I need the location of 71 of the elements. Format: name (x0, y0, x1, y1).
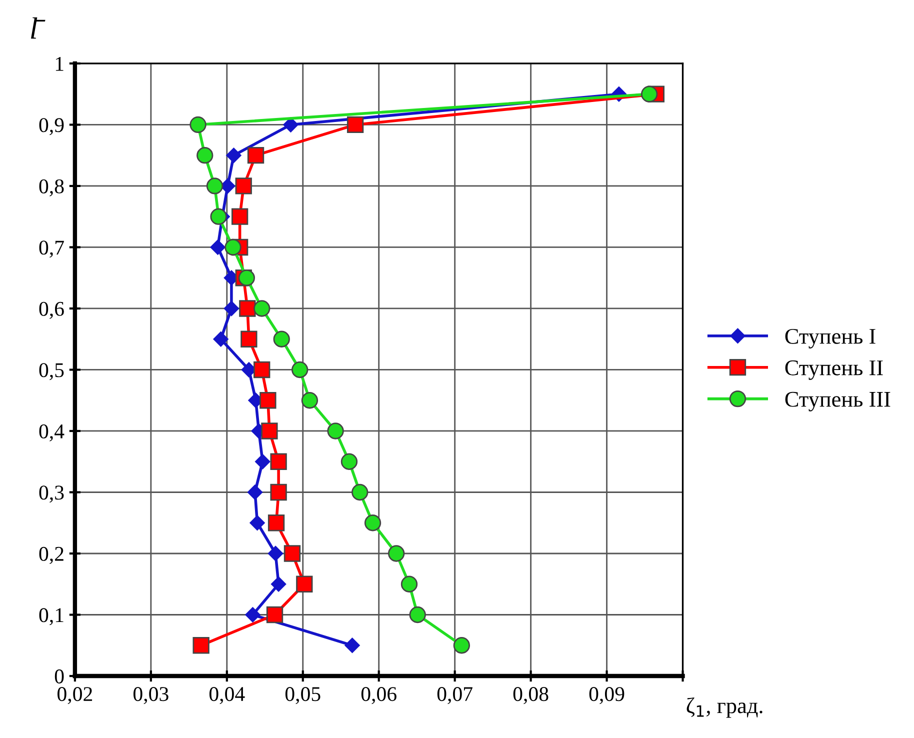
point (224, 300, 240, 316)
point (388, 545, 405, 562)
point (266, 606, 284, 624)
x-tick-label: 0,03 (133, 687, 168, 704)
y-tick-label: 0,4 (39, 424, 64, 442)
point (240, 330, 258, 348)
x-tick-label: 0,05 (285, 687, 320, 704)
point (196, 147, 214, 164)
y-tick-label: 0 (54, 669, 64, 684)
point (270, 453, 287, 470)
point (273, 330, 290, 348)
point (400, 576, 418, 592)
y-tick-label: 0,8 (39, 179, 64, 196)
point (210, 240, 226, 255)
y-tick-label: 1 (56, 56, 64, 71)
y-tick-label: 0,7 (39, 240, 64, 258)
legend-label: Ступень I (785, 328, 876, 348)
y-tick-label: 0,5 (39, 363, 64, 380)
legend-label: Ступень II (785, 360, 883, 380)
point (327, 422, 344, 440)
point (453, 637, 470, 654)
x-tick-label: 0,02 (58, 687, 92, 704)
point (284, 545, 301, 562)
point (270, 576, 286, 592)
point (301, 392, 318, 409)
y-axis-title: l̄ (30, 17, 46, 39)
point (238, 270, 255, 286)
point (283, 117, 298, 132)
point (268, 546, 284, 562)
point (352, 484, 368, 501)
point (247, 147, 264, 164)
point (192, 637, 210, 654)
x-tick-label: 0,06 (361, 687, 396, 704)
point (224, 238, 242, 256)
point (190, 116, 206, 134)
x-tick-label: 0,09 (589, 687, 624, 704)
x-tick-label: 0,07 (437, 687, 472, 704)
point (292, 361, 308, 378)
point (245, 607, 260, 622)
y-tick-label: 0,3 (39, 486, 64, 503)
point (239, 300, 256, 317)
point (254, 300, 270, 317)
point (268, 514, 285, 532)
point (346, 116, 364, 134)
point (260, 392, 276, 409)
point (254, 361, 270, 378)
y-tick-label: 0,2 (39, 546, 64, 564)
legend-label: Ступень III (785, 392, 890, 412)
point (235, 178, 252, 194)
point (250, 515, 265, 530)
x-tick-label: 0,08 (513, 687, 548, 704)
point (344, 638, 360, 653)
point (409, 606, 426, 624)
point (261, 422, 278, 440)
y-tick-label: 0,9 (39, 118, 64, 136)
point (213, 332, 228, 347)
y-tick-label: 0,6 (39, 302, 64, 319)
point (210, 208, 227, 225)
point (640, 86, 658, 102)
y-tick-label: 0,1 (39, 608, 64, 626)
point (364, 514, 382, 532)
point (255, 454, 270, 470)
point (206, 178, 224, 194)
point (296, 576, 313, 592)
point (340, 453, 358, 470)
x-tick-label: 0,04 (209, 687, 245, 704)
x-axis-title: ζ$_{1}$, град. (686, 697, 762, 718)
point (270, 484, 287, 501)
point (247, 484, 263, 500)
point (226, 148, 242, 163)
point (231, 208, 248, 225)
